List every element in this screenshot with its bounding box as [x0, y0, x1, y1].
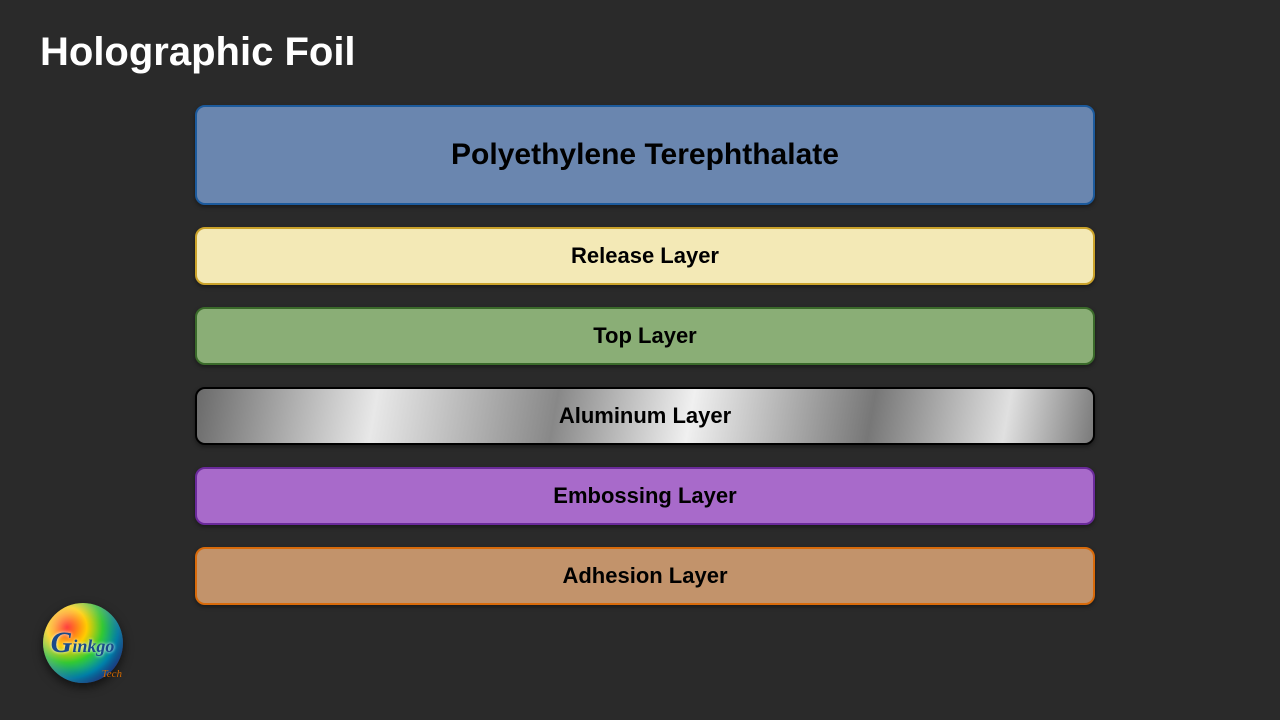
layer-release: Release Layer	[195, 227, 1095, 285]
layer-top: Top Layer	[195, 307, 1095, 365]
layer-embossing: Embossing Layer	[195, 467, 1095, 525]
layer-label: Release Layer	[571, 243, 719, 269]
logo-text: Ginkgo	[51, 626, 115, 660]
layer-stack: Polyethylene Terephthalate Release Layer…	[195, 105, 1095, 605]
layer-label: Adhesion Layer	[562, 563, 727, 589]
layer-aluminum: Aluminum Layer	[195, 387, 1095, 445]
logo-subtext: Tech	[102, 668, 122, 680]
brand-logo: Ginkgo Tech	[35, 595, 130, 690]
layer-label: Aluminum Layer	[559, 403, 731, 429]
logo-big-letter: G	[51, 626, 73, 659]
layer-label: Embossing Layer	[553, 483, 736, 509]
page-title: Holographic Foil	[40, 30, 356, 75]
layer-label: Polyethylene Terephthalate	[451, 138, 839, 172]
layer-pet: Polyethylene Terephthalate	[195, 105, 1095, 205]
logo-word: inkgo	[72, 636, 114, 656]
layer-label: Top Layer	[593, 323, 697, 349]
layer-adhesion: Adhesion Layer	[195, 547, 1095, 605]
